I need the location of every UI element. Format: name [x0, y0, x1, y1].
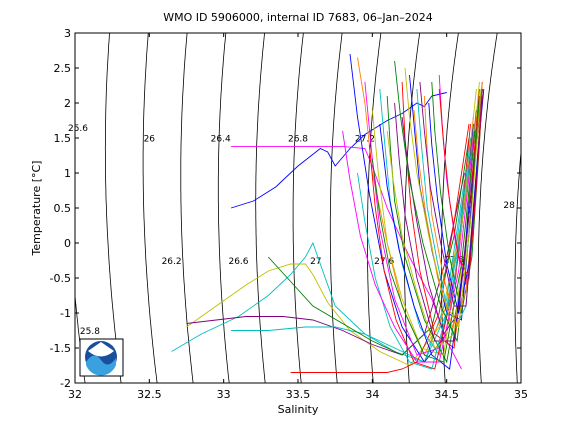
density-contour-line: [217, 33, 230, 383]
x-tick-label: 32.5: [137, 388, 162, 401]
y-tick-label: 1.5: [54, 132, 72, 145]
density-contour-line: [180, 33, 194, 383]
density-contour-line: [366, 33, 382, 383]
density-contour-label: 27.2: [355, 135, 375, 145]
profile-line: [231, 145, 462, 370]
density-contour-label: 26.6: [228, 257, 248, 267]
profile-line: [428, 88, 485, 314]
profile-line: [357, 137, 471, 370]
x-tick-label: 35: [514, 388, 528, 401]
density-contour-label: 25.8: [80, 327, 100, 337]
profile-line: [171, 116, 477, 363]
density-contour-label: 27: [310, 257, 321, 267]
y-tick-label: 0: [64, 237, 71, 250]
y-axis-label: Temperature [°C]: [30, 161, 43, 257]
y-tick-label: 0.5: [54, 202, 72, 215]
noaa-logo: [79, 338, 124, 377]
density-contours: [75, 33, 575, 383]
density-contour-label: 26.4: [211, 135, 231, 145]
profile-line: [419, 81, 483, 307]
y-axis-ticks: -2 -1.5 -1 -0.5 0 0.5 1 1.5 2 2.5 3: [50, 27, 521, 390]
profile-line: [267, 137, 470, 356]
profile-line: [186, 172, 465, 356]
x-tick-label: 33.5: [286, 388, 311, 401]
y-tick-label: -0.5: [50, 272, 71, 285]
density-contour-line: [477, 33, 498, 383]
y-tick-label: 2: [64, 97, 71, 110]
y-tick-label: -1.5: [50, 342, 71, 355]
profile-line: [438, 88, 483, 280]
profile-line: [401, 102, 482, 336]
density-contour-line: [142, 33, 158, 383]
density-contour-label: 27.6: [374, 257, 394, 267]
x-tick-label: 32: [68, 388, 82, 401]
density-contour-line: [552, 33, 575, 383]
x-axis-ticks: 32 32.5 33 33.5 34 34.5 35: [68, 33, 528, 401]
noaa-logo-wave: [86, 355, 116, 376]
profile-line: [379, 109, 477, 370]
y-tick-label: 1: [64, 167, 71, 180]
chart-title: WMO ID 5906000, internal ID 7683, 06–Jan…: [163, 11, 433, 24]
y-tick-label: 2.5: [54, 62, 72, 75]
density-contour-line: [329, 33, 343, 383]
density-contour-line: [292, 33, 304, 383]
density-contour-label: 28: [503, 201, 515, 211]
density-contour-label: 26.2: [162, 257, 182, 267]
y-tick-label: 3: [64, 27, 71, 40]
x-tick-label: 34.5: [434, 388, 459, 401]
noaa-logo-bird: [88, 342, 114, 357]
profile-series: [171, 53, 485, 373]
density-contour-line: [75, 291, 86, 383]
profile-line: [342, 130, 474, 363]
profile-line: [371, 130, 476, 363]
profile-line: [404, 67, 482, 329]
y-tick-label: -2: [60, 377, 71, 390]
density-contour-line: [255, 33, 266, 383]
profile-line: [230, 92, 447, 209]
density-contour-label: 25.6: [68, 124, 88, 134]
density-contour-label: 26: [144, 135, 156, 145]
density-contour-line: [404, 33, 421, 383]
x-axis-label: Salinity: [278, 403, 319, 416]
profile-line: [409, 74, 483, 321]
x-tick-label: 33: [217, 388, 231, 401]
density-contour-label: 26.8: [288, 135, 308, 145]
y-tick-label: -1: [60, 307, 71, 320]
x-tick-label: 34: [365, 388, 379, 401]
density-contour-line: [104, 33, 122, 383]
